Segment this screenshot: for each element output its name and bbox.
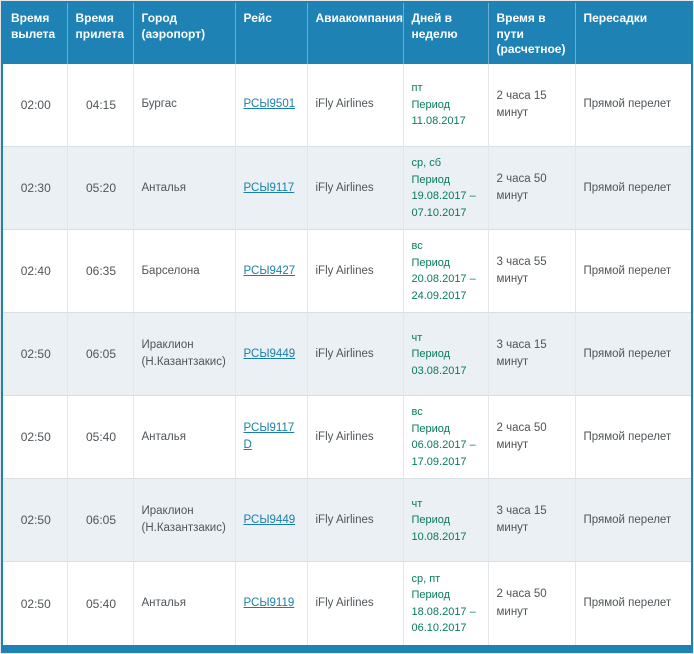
col-header-arrival-time: Время прилета: [66, 3, 133, 64]
flight-number-link[interactable]: РСЫ9117: [243, 181, 295, 194]
city-airport: Ираклион (Н.Казантзакис): [132, 312, 235, 396]
days-of-week: пт: [411, 82, 423, 95]
table-row: 02:50 05:40 Анталья РСЫ9117D iFly Airlin…: [3, 395, 691, 479]
days-of-week: ср, пт: [411, 572, 441, 585]
arrival-time: 06:35: [66, 229, 133, 313]
flight-cell: РСЫ9117D: [234, 395, 307, 479]
days-period-cell: пт Период 11.08.2017: [402, 63, 488, 147]
airline-name: iFly Airlines: [306, 229, 403, 313]
period-dates: Период 19.08.2017 – 07.10.2017: [411, 173, 476, 219]
airline-name: iFly Airlines: [306, 146, 403, 230]
days-of-week: чт: [411, 497, 423, 510]
table-row: 02:40 06:35 Барселона РСЫ9427 iFly Airli…: [3, 229, 691, 313]
col-header-city-airport: Город (аэропорт): [132, 3, 235, 64]
days-period-cell: вс Период 06.08.2017 – 17.09.2017: [402, 395, 488, 479]
table-row: 02:50 06:05 Ираклион (Н.Казантзакис) РСЫ…: [3, 312, 691, 396]
flight-cell: РСЫ9449: [234, 312, 307, 396]
days-period-cell: чт Период 03.08.2017: [402, 312, 488, 396]
city-airport: Ираклион (Н.Казантзакис): [132, 478, 235, 562]
arrival-time: 05:40: [66, 395, 133, 479]
flight-schedule-table: Время вылета Время прилета Город (аэропо…: [3, 3, 691, 645]
table-row: 02:50 05:40 Анталья РСЫ9119 iFly Airline…: [3, 561, 691, 645]
arrival-time: 06:05: [66, 312, 133, 396]
departure-time: 02:30: [3, 146, 67, 230]
table-row: 02:00 04:15 Бургас РСЫ9501 iFly Airlines…: [3, 63, 691, 147]
flight-cell: РСЫ9501: [234, 63, 307, 147]
arrival-time: 05:20: [66, 146, 133, 230]
period-dates: Период 03.08.2017: [411, 348, 467, 377]
airline-name: iFly Airlines: [306, 312, 403, 396]
arrival-time: 04:15: [66, 63, 133, 147]
travel-duration: 3 часа 55 минут: [487, 229, 575, 313]
departure-time: 02:40: [3, 229, 67, 313]
travel-duration: 2 часа 50 минут: [487, 146, 575, 230]
city-airport: Бургас: [132, 63, 235, 147]
travel-duration: 3 часа 15 минут: [487, 312, 575, 396]
days-period-cell: ср, пт Период 18.08.2017 – 06.10.2017: [402, 561, 488, 645]
transfers-info: Прямой перелет: [574, 146, 691, 230]
period-dates: Период 10.08.2017: [411, 514, 467, 543]
table-row: 02:30 05:20 Анталья РСЫ9117 iFly Airline…: [3, 146, 691, 230]
days-period-cell: чт Период 10.08.2017: [402, 478, 488, 562]
flight-cell: РСЫ9117: [234, 146, 307, 230]
city-airport: Анталья: [132, 561, 235, 645]
days-period-cell: ср, сб Период 19.08.2017 – 07.10.2017: [402, 146, 488, 230]
transfers-info: Прямой перелет: [574, 395, 691, 479]
departure-time: 02:50: [3, 395, 67, 479]
travel-duration: 3 часа 15 минут: [487, 478, 575, 562]
arrival-time: 06:05: [66, 478, 133, 562]
flight-cell: РСЫ9449: [234, 478, 307, 562]
transfers-info: Прямой перелет: [574, 312, 691, 396]
airline-name: iFly Airlines: [306, 478, 403, 562]
city-airport: Барселона: [132, 229, 235, 313]
period-dates: Период 18.08.2017 – 06.10.2017: [411, 589, 476, 635]
col-header-airline: Авиакомпания: [306, 3, 403, 64]
travel-duration: 2 часа 50 минут: [487, 395, 575, 479]
period-dates: Период 11.08.2017: [411, 98, 466, 128]
days-period-cell: вс Период 20.08.2017 – 24.09.2017: [402, 229, 488, 313]
flight-number-link[interactable]: РСЫ9427: [243, 264, 296, 277]
days-of-week: ср, сб: [411, 157, 442, 170]
travel-duration: 2 часа 15 минут: [487, 63, 575, 147]
col-header-flight: Рейс: [234, 3, 307, 64]
transfers-info: Прямой перелет: [574, 478, 691, 562]
table-row: 02:50 06:05 Ираклион (Н.Казантзакис) РСЫ…: [3, 478, 691, 562]
flight-number-link[interactable]: РСЫ9119: [243, 596, 295, 609]
airline-name: iFly Airlines: [306, 561, 403, 645]
transfers-info: Прямой перелет: [574, 561, 691, 645]
col-header-transfers: Пересадки: [574, 3, 691, 64]
col-header-departure-time: Время вылета: [3, 3, 67, 64]
flight-number-link[interactable]: РСЫ9117D: [243, 422, 295, 452]
city-airport: Анталья: [132, 146, 235, 230]
period-dates: Период 06.08.2017 – 17.09.2017: [411, 422, 476, 468]
city-airport: Анталья: [132, 395, 235, 479]
flight-number-link[interactable]: РСЫ9449: [243, 347, 296, 360]
departure-time: 02:00: [20, 98, 51, 113]
transfers-info: Прямой перелет: [574, 63, 691, 147]
airline-name: iFly Airlines: [306, 63, 403, 147]
col-header-days-per-week: Дней в неделю: [402, 3, 488, 64]
transfers-info: Прямой перелет: [574, 229, 691, 313]
travel-duration: 2 часа 50 минут: [487, 561, 575, 645]
header-row: Время вылета Время прилета Город (аэропо…: [3, 3, 691, 64]
departure-time: 02:50: [3, 478, 67, 562]
days-of-week: вс: [411, 406, 423, 419]
airline-name: iFly Airlines: [306, 395, 403, 479]
flight-cell: РСЫ9119: [234, 561, 307, 645]
col-header-travel-time: Время в пути (расчетное): [487, 3, 575, 64]
arrival-time: 05:40: [66, 561, 133, 645]
period-dates: Период 20.08.2017 – 24.09.2017: [411, 256, 476, 302]
days-of-week: чт: [411, 331, 423, 344]
days-of-week: вс: [411, 240, 423, 253]
flight-number-link[interactable]: РСЫ9449: [243, 513, 296, 526]
flight-cell: РСЫ9427: [234, 229, 307, 313]
departure-time: 02:50: [3, 312, 67, 396]
departure-time: 02:50: [3, 561, 67, 645]
flight-number-link[interactable]: РСЫ9501: [243, 98, 296, 111]
